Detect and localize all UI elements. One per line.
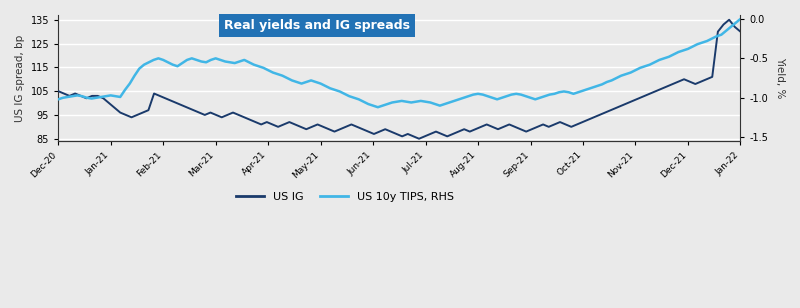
Y-axis label: Yield, %: Yield, % [775,57,785,99]
Text: Real yields and IG spreads: Real yields and IG spreads [225,19,410,32]
Legend: US IG, US 10y TIPS, RHS: US IG, US 10y TIPS, RHS [231,187,458,206]
Y-axis label: US IG spread, bp: US IG spread, bp [15,34,25,122]
